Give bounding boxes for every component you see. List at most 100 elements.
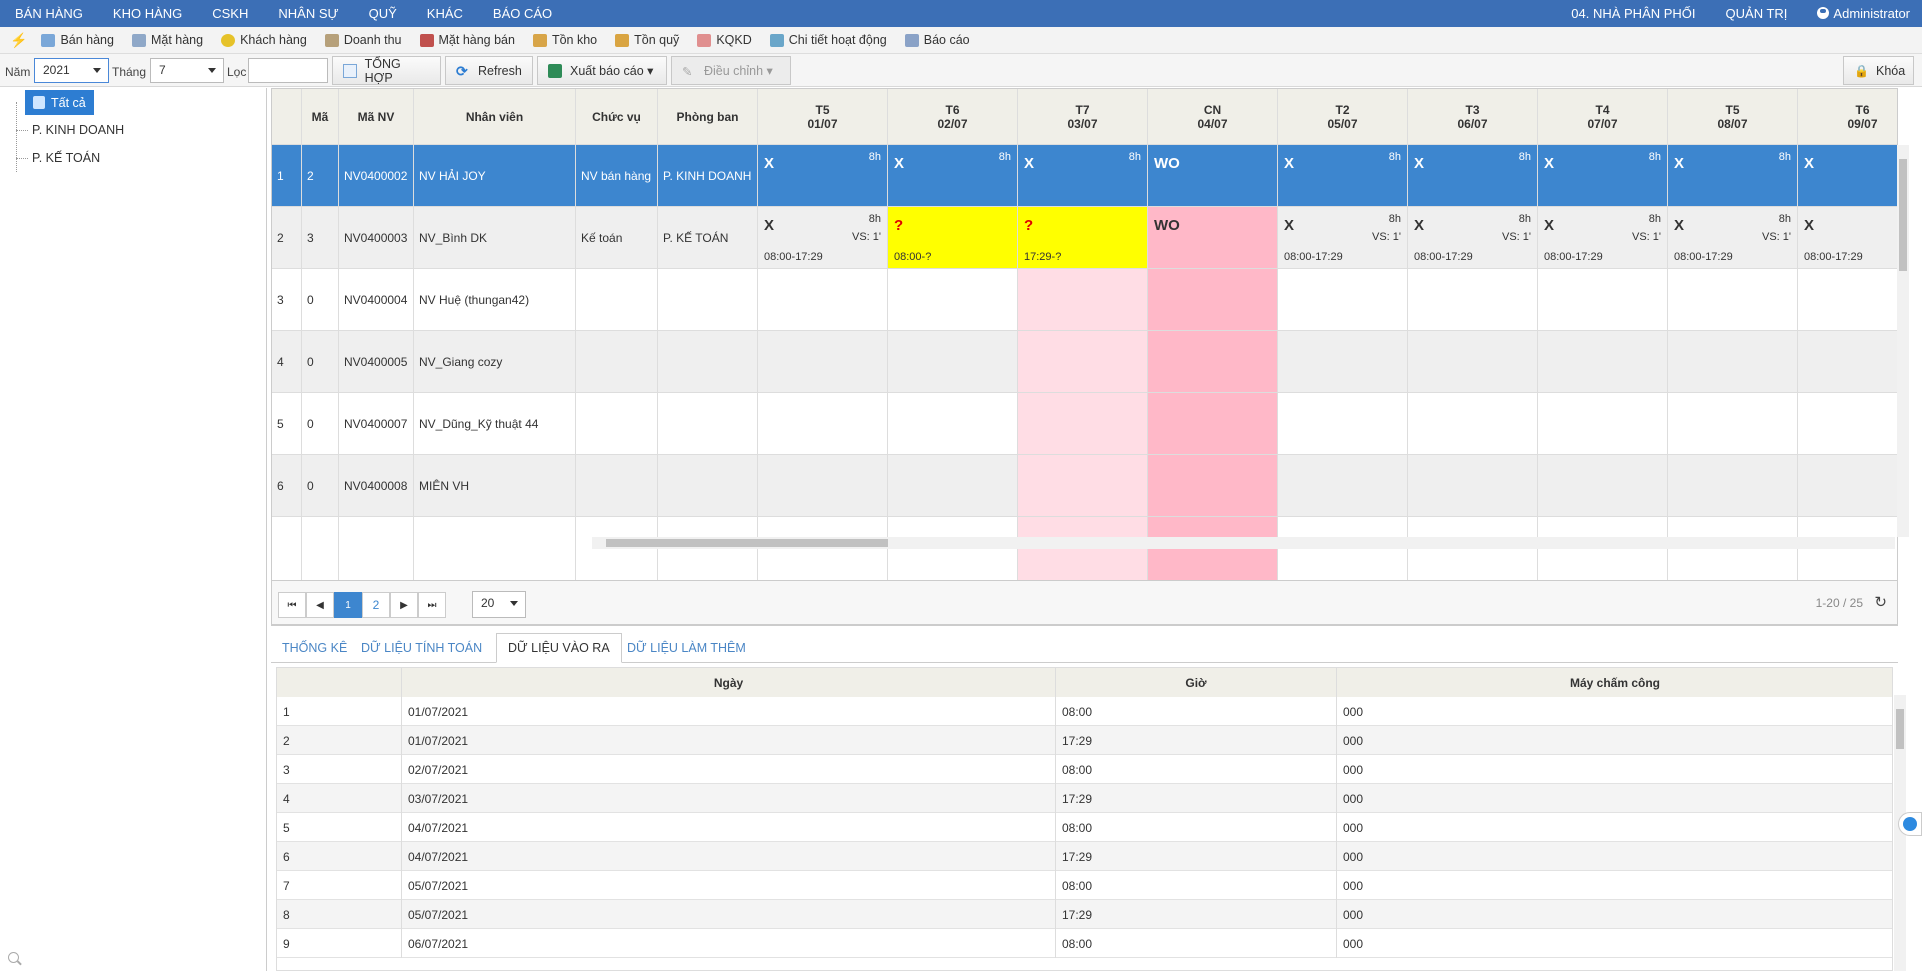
year-select[interactable]: 2021: [34, 58, 109, 83]
page-button-2[interactable]: 2: [362, 592, 390, 618]
last-page-button[interactable]: ⏭: [418, 592, 446, 618]
table-row[interactable]: 8 05/07/2021 17:29 000: [277, 900, 1892, 929]
table-cell-empid[interactable]: NV0400003: [339, 207, 414, 269]
attendance-cell[interactable]: [1278, 269, 1408, 331]
table-cell-name[interactable]: NV_Bình DK: [414, 207, 576, 269]
column-header[interactable]: Nhân viên: [414, 89, 576, 145]
attendance-cell[interactable]: [1278, 393, 1408, 455]
column-header[interactable]: Mã NV: [339, 89, 414, 145]
table-vertical-scrollbar[interactable]: [1894, 695, 1906, 971]
attendance-cell[interactable]: WO: [1148, 145, 1278, 207]
tab-du-lieu-tinh-toan[interactable]: DỮ LIỆU TÍNH TOÁN: [361, 641, 483, 655]
attendance-cell[interactable]: X 8h: [888, 145, 1018, 207]
export-report-button[interactable]: Xuất báo cáo ▾: [537, 56, 667, 85]
menu-nhan-su[interactable]: NHÂN SỰ: [278, 6, 339, 21]
attendance-cell[interactable]: ? 08:00-?: [888, 207, 1018, 269]
table-cell-position[interactable]: [576, 393, 658, 455]
attendance-cell[interactable]: [758, 269, 888, 331]
column-header[interactable]: [277, 668, 402, 697]
user-menu[interactable]: Administrator: [1802, 6, 1922, 21]
attendance-cell[interactable]: [1278, 455, 1408, 517]
attendance-cell[interactable]: [888, 269, 1018, 331]
day-column-header[interactable]: T6 09/07: [1798, 89, 1897, 145]
quick-doanh-thu[interactable]: Doanh thu: [324, 33, 402, 47]
table-cell-position[interactable]: NV bán hàng: [576, 145, 658, 207]
quick-ton-quy[interactable]: Tồn quỹ: [615, 33, 679, 47]
attendance-cell[interactable]: X 8h VS: 1' 08:00-17:29: [1668, 207, 1798, 269]
day-column-header[interactable]: T7 03/07: [1018, 89, 1148, 145]
attendance-cell[interactable]: [1018, 269, 1148, 331]
table-cell-position[interactable]: [576, 331, 658, 393]
table-cell-no[interactable]: 3: [272, 269, 302, 331]
attendance-cell[interactable]: [888, 455, 1018, 517]
table-cell-dept[interactable]: [658, 455, 758, 517]
table-cell-position[interactable]: [576, 455, 658, 517]
menu-bao-cao[interactable]: BÁO CÁO: [492, 6, 553, 21]
day-column-header[interactable]: T4 07/07: [1538, 89, 1668, 145]
table-row[interactable]: 6 04/07/2021 17:29 000: [277, 842, 1892, 871]
table-cell-name[interactable]: NV Huệ (thungan42): [414, 269, 576, 331]
attendance-cell[interactable]: X 8h VS: 1' 08:00-17:29: [1408, 207, 1538, 269]
quick-ton-kho[interactable]: Tồn kho: [532, 33, 597, 47]
attendance-cell[interactable]: X 8h: [1668, 145, 1798, 207]
menu-cskh[interactable]: CSKH: [212, 6, 249, 21]
table-row[interactable]: 3 02/07/2021 08:00 000: [277, 755, 1892, 784]
attendance-cell[interactable]: [1538, 269, 1668, 331]
table-row[interactable]: 2 01/07/2021 17:29 000: [277, 726, 1892, 755]
tab-du-lieu-vao-ra[interactable]: DỮ LIỆU VÀO RA: [496, 633, 622, 663]
attendance-cell[interactable]: [1668, 393, 1798, 455]
attendance-cell[interactable]: X 8h: [1408, 145, 1538, 207]
prev-page-button[interactable]: ◀: [306, 592, 334, 618]
day-column-header[interactable]: T3 06/07: [1408, 89, 1538, 145]
horizontal-scrollbar[interactable]: [592, 537, 1895, 549]
table-cell-dept[interactable]: [658, 331, 758, 393]
attendance-cell[interactable]: [1408, 393, 1538, 455]
table-cell-empid[interactable]: NV0400004: [339, 269, 414, 331]
table-cell-code[interactable]: 0: [302, 269, 339, 331]
table-cell-empid[interactable]: NV0400008: [339, 455, 414, 517]
first-page-button[interactable]: ⏮: [278, 592, 306, 618]
refresh-button[interactable]: ⟳ Refresh: [445, 56, 533, 85]
table-cell-dept[interactable]: [658, 269, 758, 331]
attendance-cell[interactable]: [1798, 393, 1897, 455]
branch-selector[interactable]: 04. NHÀ PHÂN PHỐI: [1571, 6, 1696, 21]
menu-quy[interactable]: QUỸ: [368, 6, 397, 21]
table-cell-code[interactable]: 0: [302, 393, 339, 455]
quick-ban-hang[interactable]: Bán hàng: [41, 33, 114, 47]
page-size-select[interactable]: 20: [472, 591, 526, 618]
table-cell-code[interactable]: 2: [302, 145, 339, 207]
quick-kqkd[interactable]: KQKD: [697, 33, 752, 47]
table-cell-no[interactable]: 2: [272, 207, 302, 269]
attendance-cell[interactable]: [758, 455, 888, 517]
table-cell-no[interactable]: 6: [272, 455, 302, 517]
attendance-cell[interactable]: [1278, 331, 1408, 393]
tab-thong-ke[interactable]: THỐNG KÊ: [282, 641, 348, 655]
quick-mat-hang-ban[interactable]: Mặt hàng bán: [419, 33, 515, 47]
table-cell-no[interactable]: 5: [272, 393, 302, 455]
attendance-cell[interactable]: X 8h VS: 1' 08:00-17:29: [758, 207, 888, 269]
attendance-cell[interactable]: [1798, 269, 1897, 331]
attendance-cell[interactable]: [888, 331, 1018, 393]
attendance-cell[interactable]: [1148, 331, 1278, 393]
attendance-cell[interactable]: [1148, 269, 1278, 331]
quick-khach-hang[interactable]: Khách hàng: [221, 33, 307, 47]
attendance-cell[interactable]: [1018, 455, 1148, 517]
quick-chi-tiet[interactable]: Chi tiết hoạt động: [769, 33, 887, 47]
attendance-cell[interactable]: [1538, 331, 1668, 393]
table-row[interactable]: 5 04/07/2021 08:00 000: [277, 813, 1892, 842]
attendance-cell[interactable]: [1408, 269, 1538, 331]
table-row[interactable]: 1 01/07/2021 08:00 000: [277, 697, 1892, 726]
day-column-header[interactable]: T5 01/07: [758, 89, 888, 145]
tree-item-all[interactable]: Tất cả: [25, 90, 94, 115]
scroll-thumb[interactable]: [606, 539, 888, 547]
attendance-cell[interactable]: X 8h VS: 1' 08:00-17:29: [1278, 207, 1408, 269]
table-cell-code[interactable]: 0: [302, 455, 339, 517]
menu-kho-hang[interactable]: KHO HÀNG: [112, 6, 183, 21]
filter-input[interactable]: [248, 58, 328, 83]
attendance-cell[interactable]: [1408, 455, 1538, 517]
column-header[interactable]: [272, 89, 302, 145]
attendance-cell[interactable]: ? 17:29-?: [1018, 207, 1148, 269]
vertical-scrollbar[interactable]: [1897, 145, 1909, 537]
table-cell-name[interactable]: NV_Dũng_Kỹ thuật 44: [414, 393, 576, 455]
attendance-cell[interactable]: [888, 393, 1018, 455]
